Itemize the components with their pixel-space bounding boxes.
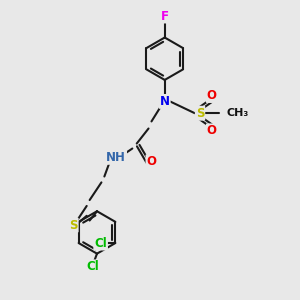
Text: S: S	[69, 219, 78, 232]
Text: Cl: Cl	[94, 236, 107, 250]
Text: N: N	[160, 95, 170, 108]
Text: Cl: Cl	[86, 260, 99, 273]
Text: F: F	[161, 10, 169, 22]
Text: CH₃: CH₃	[226, 108, 249, 118]
Text: O: O	[207, 89, 217, 102]
Text: O: O	[207, 124, 217, 137]
Text: NH: NH	[106, 151, 126, 164]
Text: S: S	[196, 107, 204, 120]
Text: O: O	[146, 155, 157, 168]
